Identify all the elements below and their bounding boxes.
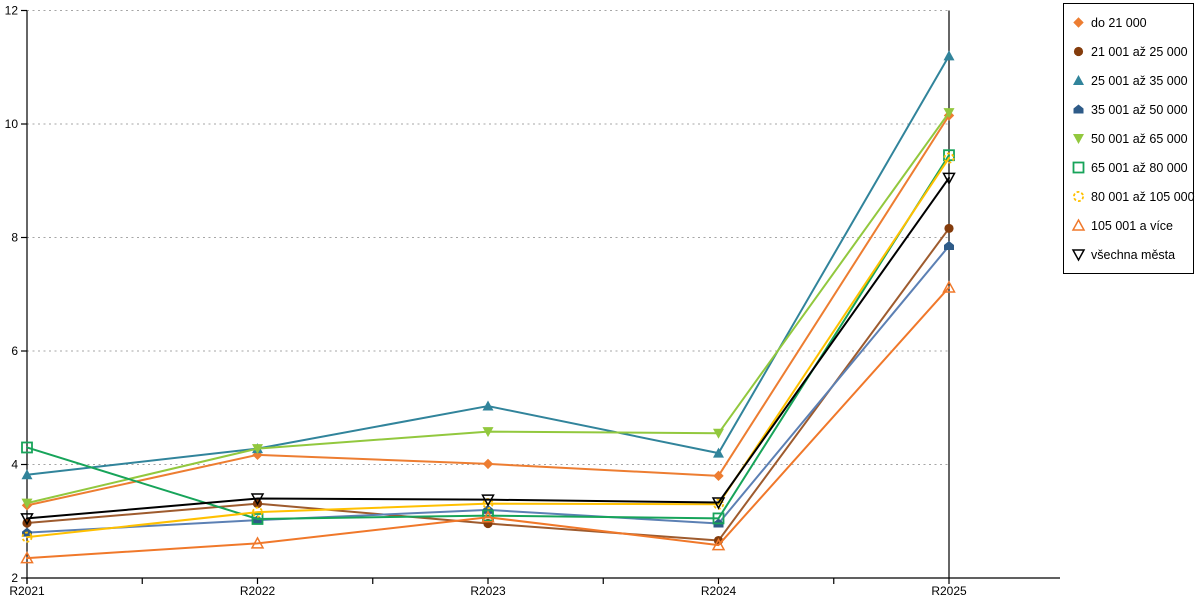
data-point-marker[interactable] xyxy=(21,498,33,509)
x-axis-label: R2023 xyxy=(470,584,506,598)
data-point-marker[interactable] xyxy=(942,280,956,293)
pentagon-marker-icon xyxy=(1073,104,1084,114)
circle-dashed-marker-icon xyxy=(1073,191,1084,202)
data-point-marker[interactable] xyxy=(711,538,726,551)
data-point-marker[interactable] xyxy=(943,152,955,164)
triangle-down-marker-icon xyxy=(1073,134,1084,144)
y-axis-label: 4 xyxy=(11,458,18,472)
data-point-marker[interactable] xyxy=(20,551,34,564)
y-axis-label: 8 xyxy=(11,231,18,245)
data-point-marker[interactable] xyxy=(21,441,33,454)
circle-marker-icon xyxy=(1073,46,1084,57)
legend: do 21 000 21 001 až 25 000 25 001 až 35 00… xyxy=(1063,3,1195,274)
data-point-marker[interactable] xyxy=(943,149,955,162)
data-point-marker[interactable] xyxy=(21,531,33,543)
legend-item[interactable]: všechna města xyxy=(1071,247,1191,262)
data-point-marker[interactable] xyxy=(713,447,724,458)
legend-item-label: 25 001 až 35 000 xyxy=(1091,73,1188,88)
y-axis-label: 10 xyxy=(5,117,19,131)
diamond-marker-icon xyxy=(1073,17,1084,28)
legend-item[interactable]: 80 001 až 105 000 xyxy=(1071,189,1195,204)
data-point-marker[interactable] xyxy=(250,536,265,549)
legend-item-label: 80 001 až 105 000 xyxy=(1091,189,1195,204)
square-marker-icon xyxy=(1072,161,1085,174)
series-80-001-a-105-000 xyxy=(21,152,955,543)
diamond-marker-icon xyxy=(1073,17,1084,28)
data-point-marker[interactable] xyxy=(251,513,264,525)
series-25-001-a-35-000 xyxy=(21,50,955,480)
series-65-001-a-80-000 xyxy=(21,149,955,525)
legend-item[interactable]: 105 001 a více xyxy=(1071,218,1191,233)
series-line xyxy=(26,157,950,539)
series-line xyxy=(26,227,950,542)
data-point-marker[interactable] xyxy=(250,493,265,506)
legend-item-label: 105 001 a více xyxy=(1091,218,1174,233)
legend-item[interactable]: do 21 000 xyxy=(1071,15,1191,30)
triangle-up-marker-icon xyxy=(1071,218,1086,231)
data-point-marker[interactable] xyxy=(252,444,263,455)
series-line xyxy=(26,114,950,507)
x-axis-label: R2025 xyxy=(931,584,967,598)
circle-dashed-marker-icon xyxy=(1073,191,1084,202)
pentagon-marker-icon xyxy=(1073,104,1084,114)
data-point-marker[interactable] xyxy=(713,428,724,439)
legend-item[interactable]: 50 001 až 65 000 xyxy=(1071,131,1191,146)
legend-item[interactable]: 25 001 až 35 000 xyxy=(1071,73,1191,88)
data-point-marker[interactable] xyxy=(481,494,495,507)
data-point-marker[interactable] xyxy=(944,223,954,234)
triangle-up-marker-icon xyxy=(1071,218,1086,231)
series-do-21-000 xyxy=(21,110,955,511)
series-v-echna-m-sta xyxy=(20,172,956,526)
data-point-marker[interactable] xyxy=(944,241,954,251)
data-point-marker[interactable] xyxy=(713,470,724,482)
x-axis-label: R2021 xyxy=(9,584,45,598)
series-105-001-a-v-ce xyxy=(20,280,956,564)
triangle-down-marker-icon xyxy=(1071,249,1086,262)
series-line xyxy=(26,111,950,505)
x-axis-label: R2022 xyxy=(240,584,276,598)
legend-item[interactable]: 21 001 až 25 000 xyxy=(1071,44,1191,59)
legend-item-label: 35 001 až 50 000 xyxy=(1091,102,1188,117)
legend-item-label: 50 001 až 65 000 xyxy=(1091,131,1188,146)
y-axis-label: 6 xyxy=(11,344,18,358)
legend-item-label: všechna města xyxy=(1091,247,1176,262)
y-axis-label: 12 xyxy=(5,4,19,18)
data-point-marker[interactable] xyxy=(21,469,33,480)
triangle-down-marker-icon xyxy=(1073,134,1084,144)
series-line xyxy=(26,286,950,560)
legend-item-label: 21 001 až 25 000 xyxy=(1091,44,1188,59)
legend-item-label: 65 001 až 80 000 xyxy=(1091,160,1188,175)
data-point-marker[interactable] xyxy=(20,513,34,526)
triangle-up-marker-icon xyxy=(1073,75,1084,85)
data-point-marker[interactable] xyxy=(482,458,494,470)
data-point-marker[interactable] xyxy=(482,427,494,438)
data-point-marker[interactable] xyxy=(481,510,495,523)
series-21-001-a-25-000 xyxy=(22,223,954,546)
triangle-down-marker-icon xyxy=(1071,249,1086,262)
series-line xyxy=(26,176,950,520)
series-50-001-a-65-000 xyxy=(21,108,955,509)
data-point-marker[interactable] xyxy=(711,497,726,510)
legend-item[interactable]: 35 001 až 50 000 xyxy=(1071,102,1191,117)
data-point-marker[interactable] xyxy=(943,50,955,61)
data-point-marker[interactable] xyxy=(712,512,725,525)
data-point-marker[interactable] xyxy=(482,400,494,411)
series-35-001-a-50-000 xyxy=(22,241,954,537)
x-axis-label: R2024 xyxy=(701,584,737,598)
data-point-marker[interactable] xyxy=(942,172,956,185)
triangle-up-marker-icon xyxy=(1073,75,1084,85)
data-point-marker[interactable] xyxy=(251,506,263,518)
data-point-marker[interactable] xyxy=(943,108,955,119)
series-line xyxy=(26,154,950,520)
line-chart: 2 4 6 8 10 12 R2021 R2022 R2023 R2024 R2025 xyxy=(5,4,1060,598)
y-axis-label: 2 xyxy=(11,571,18,585)
square-marker-icon xyxy=(1072,161,1085,174)
circle-marker-icon xyxy=(1073,46,1084,57)
legend-item[interactable]: 65 001 až 80 000 xyxy=(1071,160,1191,175)
legend-item-label: do 21 000 xyxy=(1091,15,1147,30)
line-chart-plot-area: 2 4 6 8 10 12 R2021 R2022 R2023 R2024 R2025 xyxy=(5,4,1060,598)
